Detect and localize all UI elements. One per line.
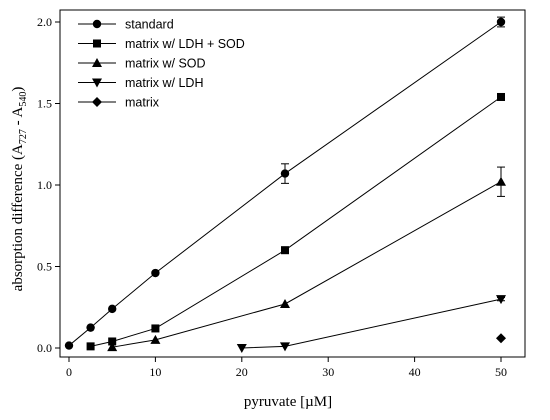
series-1 [64,16,506,350]
y-tick-label: 0.5 [37,260,52,274]
legend-item: matrix w/ LDH + SOD [78,37,245,51]
data-point [280,169,290,178]
data-point [151,324,160,333]
data-point [496,17,506,27]
legend-item: standard [78,18,174,32]
x-tick-label: 30 [322,365,334,379]
legend: standard matrix w/ LDH + SOD matrix w/ SOD… [78,18,245,110]
data-point [108,304,117,314]
y-tick-label: 1.0 [37,178,52,192]
x-tick-label: 0 [66,365,72,379]
data-point [280,342,290,352]
y-tick-label: 2.0 [37,15,52,29]
legend-marker [92,97,102,107]
legend-marker [92,58,102,67]
data-point [64,341,74,350]
data-point [107,342,118,352]
data-point [150,334,161,344]
y-tick-label: 0.0 [37,341,52,355]
data-point [86,342,95,351]
data-point [281,246,289,255]
series-3 [107,166,506,352]
series-2 [86,92,505,351]
legend-label: standard [125,18,174,32]
data-point [497,92,505,101]
data-point [151,268,160,278]
legend-label: matrix w/ LDH [125,76,203,90]
x-tick-label: 40 [409,365,421,379]
legend-item: matrix w/ LDH [78,76,203,90]
plot-frame [59,9,526,358]
legend-label: matrix w/ SOD [125,57,206,71]
x-tick-label: 20 [236,365,248,379]
data-point [280,298,290,308]
y-tick-label: 1.5 [37,97,52,111]
data-point [86,323,95,332]
legend-item: matrix [78,96,160,110]
data-point [236,344,247,353]
series-line [90,96,502,347]
series-line [68,21,502,346]
legend-marker [92,78,102,88]
data-point [496,333,506,344]
legend-marker [92,19,102,29]
series-line [241,298,502,349]
x-axis-title: pyruvate [µM] [244,394,332,410]
legend-marker [93,39,101,48]
series-layer [64,16,506,353]
x-tick-label: 10 [149,365,161,379]
legend-label: matrix w/ LDH + SOD [125,37,245,51]
data-point [496,176,506,186]
y-axis-title: absorption difference (A727 - A540) [10,87,29,292]
data-point [496,295,506,305]
data-point [108,337,117,346]
series-4 [236,295,506,353]
legend-item: matrix w/ SOD [78,57,206,71]
axes: 0 10 20 30 40 50 0.0 0.5 1.0 1.5 2.0 [37,9,526,379]
series-line [112,181,502,348]
x-tick-label: 50 [495,365,507,379]
legend-label: matrix [125,96,160,110]
series-5 [496,333,506,344]
